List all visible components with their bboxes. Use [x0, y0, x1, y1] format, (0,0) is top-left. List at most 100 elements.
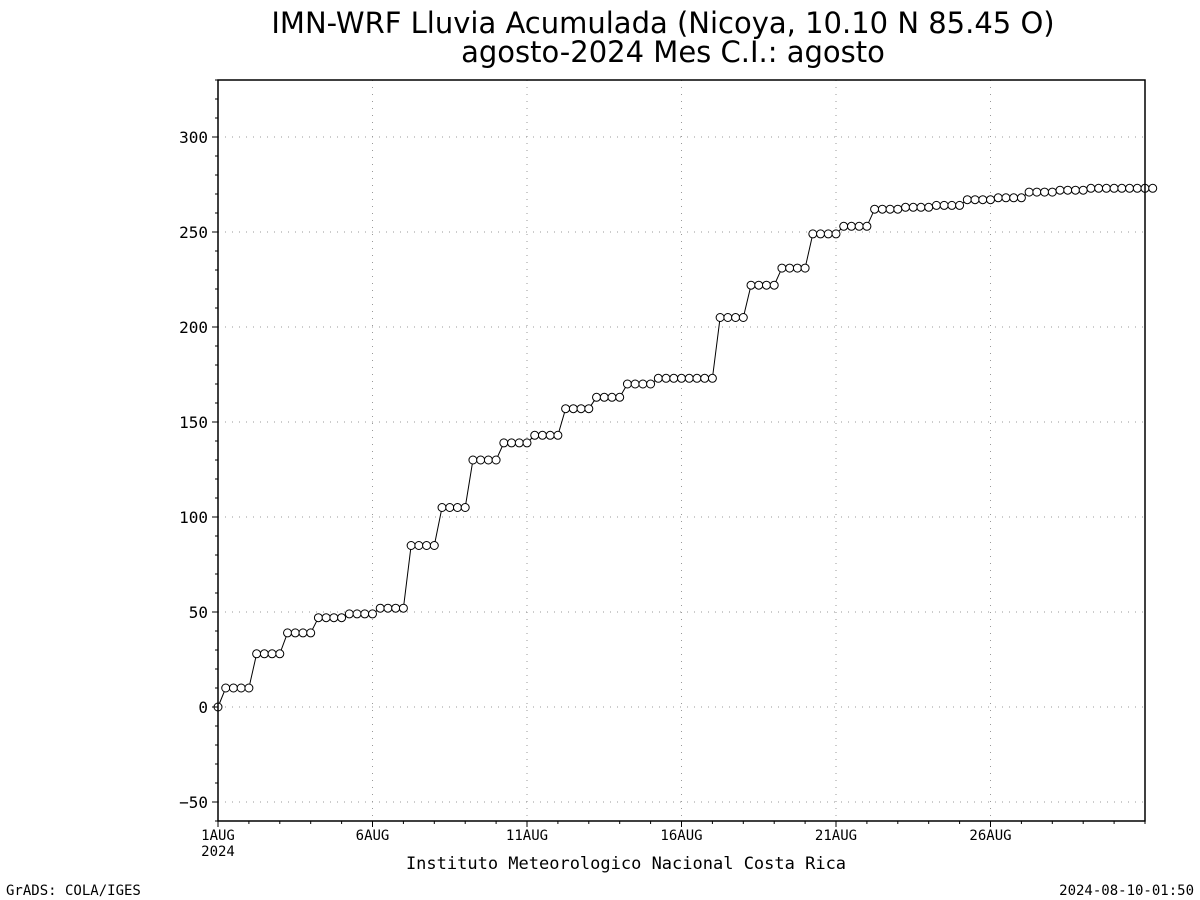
data-point: [460, 503, 470, 512]
series-layer: [213, 183, 1158, 712]
data-point: [599, 392, 609, 402]
data-point: [947, 200, 957, 210]
data-point: [452, 503, 462, 512]
data-point: [846, 221, 856, 231]
data-point: [592, 392, 602, 402]
data-point: [731, 313, 741, 322]
data-point: [653, 373, 663, 383]
data-point: [777, 263, 787, 273]
data-point: [422, 541, 432, 550]
data-point: [1001, 193, 1011, 203]
data-point: [1101, 183, 1111, 193]
y-tick-label: 150: [179, 413, 208, 432]
y-tick-label: −50: [179, 793, 208, 812]
data-point: [669, 373, 679, 383]
data-point: [839, 221, 849, 231]
data-point: [321, 613, 331, 623]
data-point: [468, 455, 478, 465]
data-point: [862, 221, 872, 231]
data-point: [630, 379, 640, 389]
x-axis-label: Instituto Meteorologico Nacional Costa R…: [406, 854, 846, 874]
data-point: [1016, 193, 1026, 203]
data-point: [507, 438, 517, 448]
data-point: [561, 404, 571, 414]
data-point: [244, 683, 254, 693]
data-point: [236, 683, 246, 693]
data-point: [329, 613, 339, 623]
x-tick-label: 6AUG: [356, 828, 390, 844]
data-point: [792, 263, 802, 273]
x-tick-label: 21AUG: [815, 828, 857, 844]
x-tick-label: 1AUG: [201, 828, 235, 844]
chart-title: IMN-WRF Lluvia Acumulada (Nicoya, 10.10 …: [271, 6, 1054, 40]
x-tick-label: 11AUG: [506, 828, 548, 844]
data-point: [939, 200, 949, 210]
data-point: [275, 649, 285, 659]
data-point: [228, 683, 238, 693]
data-point: [537, 430, 547, 440]
data-point: [738, 313, 748, 322]
data-point: [1009, 193, 1019, 203]
data-point: [290, 628, 300, 638]
x-tick-sublabel: 2024: [201, 844, 235, 860]
grid-layer: [217, 80, 1145, 821]
data-point: [337, 613, 347, 623]
data-point: [499, 438, 509, 448]
y-tick-label: 50: [189, 603, 208, 622]
data-point: [931, 200, 941, 210]
data-point: [893, 204, 903, 214]
data-point: [1024, 187, 1034, 197]
data-point: [1032, 187, 1042, 197]
y-tick-label: 0: [198, 698, 208, 717]
data-point: [754, 280, 764, 290]
data-point: [568, 404, 578, 414]
data-point: [924, 202, 934, 212]
data-point: [978, 195, 988, 205]
data-point: [375, 603, 385, 613]
data-point: [545, 430, 555, 440]
data-point: [607, 392, 617, 402]
x-tick-label: 26AUG: [969, 828, 1011, 844]
data-point: [360, 609, 370, 619]
y-tick-label: 300: [179, 128, 208, 147]
data-point: [383, 603, 393, 613]
data-point: [1148, 183, 1158, 193]
data-point: [870, 204, 880, 214]
x-tick-label: 16AUG: [660, 828, 702, 844]
data-point: [306, 628, 316, 638]
data-point: [761, 280, 771, 290]
data-point: [646, 379, 656, 389]
data-point: [1117, 183, 1127, 193]
data-point: [970, 195, 980, 205]
data-point: [986, 195, 995, 205]
data-point: [1125, 183, 1135, 193]
data-point: [1055, 185, 1065, 195]
data-point: [684, 373, 694, 383]
data-point: [993, 193, 1003, 203]
data-point: [491, 455, 501, 465]
data-point: [955, 200, 965, 210]
data-point: [1063, 185, 1073, 195]
data-point: [661, 373, 671, 383]
data-point: [313, 613, 323, 623]
data-point: [692, 373, 702, 383]
footer-software-credit: GrADS: COLA/IGES: [6, 883, 141, 899]
footer-timestamp: 2024-08-10-01:50: [1059, 883, 1194, 899]
data-point: [901, 202, 911, 212]
y-tick-label: 200: [179, 318, 208, 337]
data-point: [267, 649, 277, 659]
data-point: [398, 603, 408, 613]
data-point: [1070, 185, 1080, 195]
data-point: [615, 392, 625, 402]
data-point: [259, 649, 269, 659]
data-point: [406, 541, 416, 550]
data-point: [962, 195, 972, 205]
data-point: [221, 683, 231, 693]
data-point: [622, 379, 632, 389]
data-point: [854, 221, 864, 231]
data-point: [638, 379, 648, 389]
data-point: [877, 204, 887, 214]
data-point: [785, 263, 795, 273]
data-point: [746, 280, 756, 290]
